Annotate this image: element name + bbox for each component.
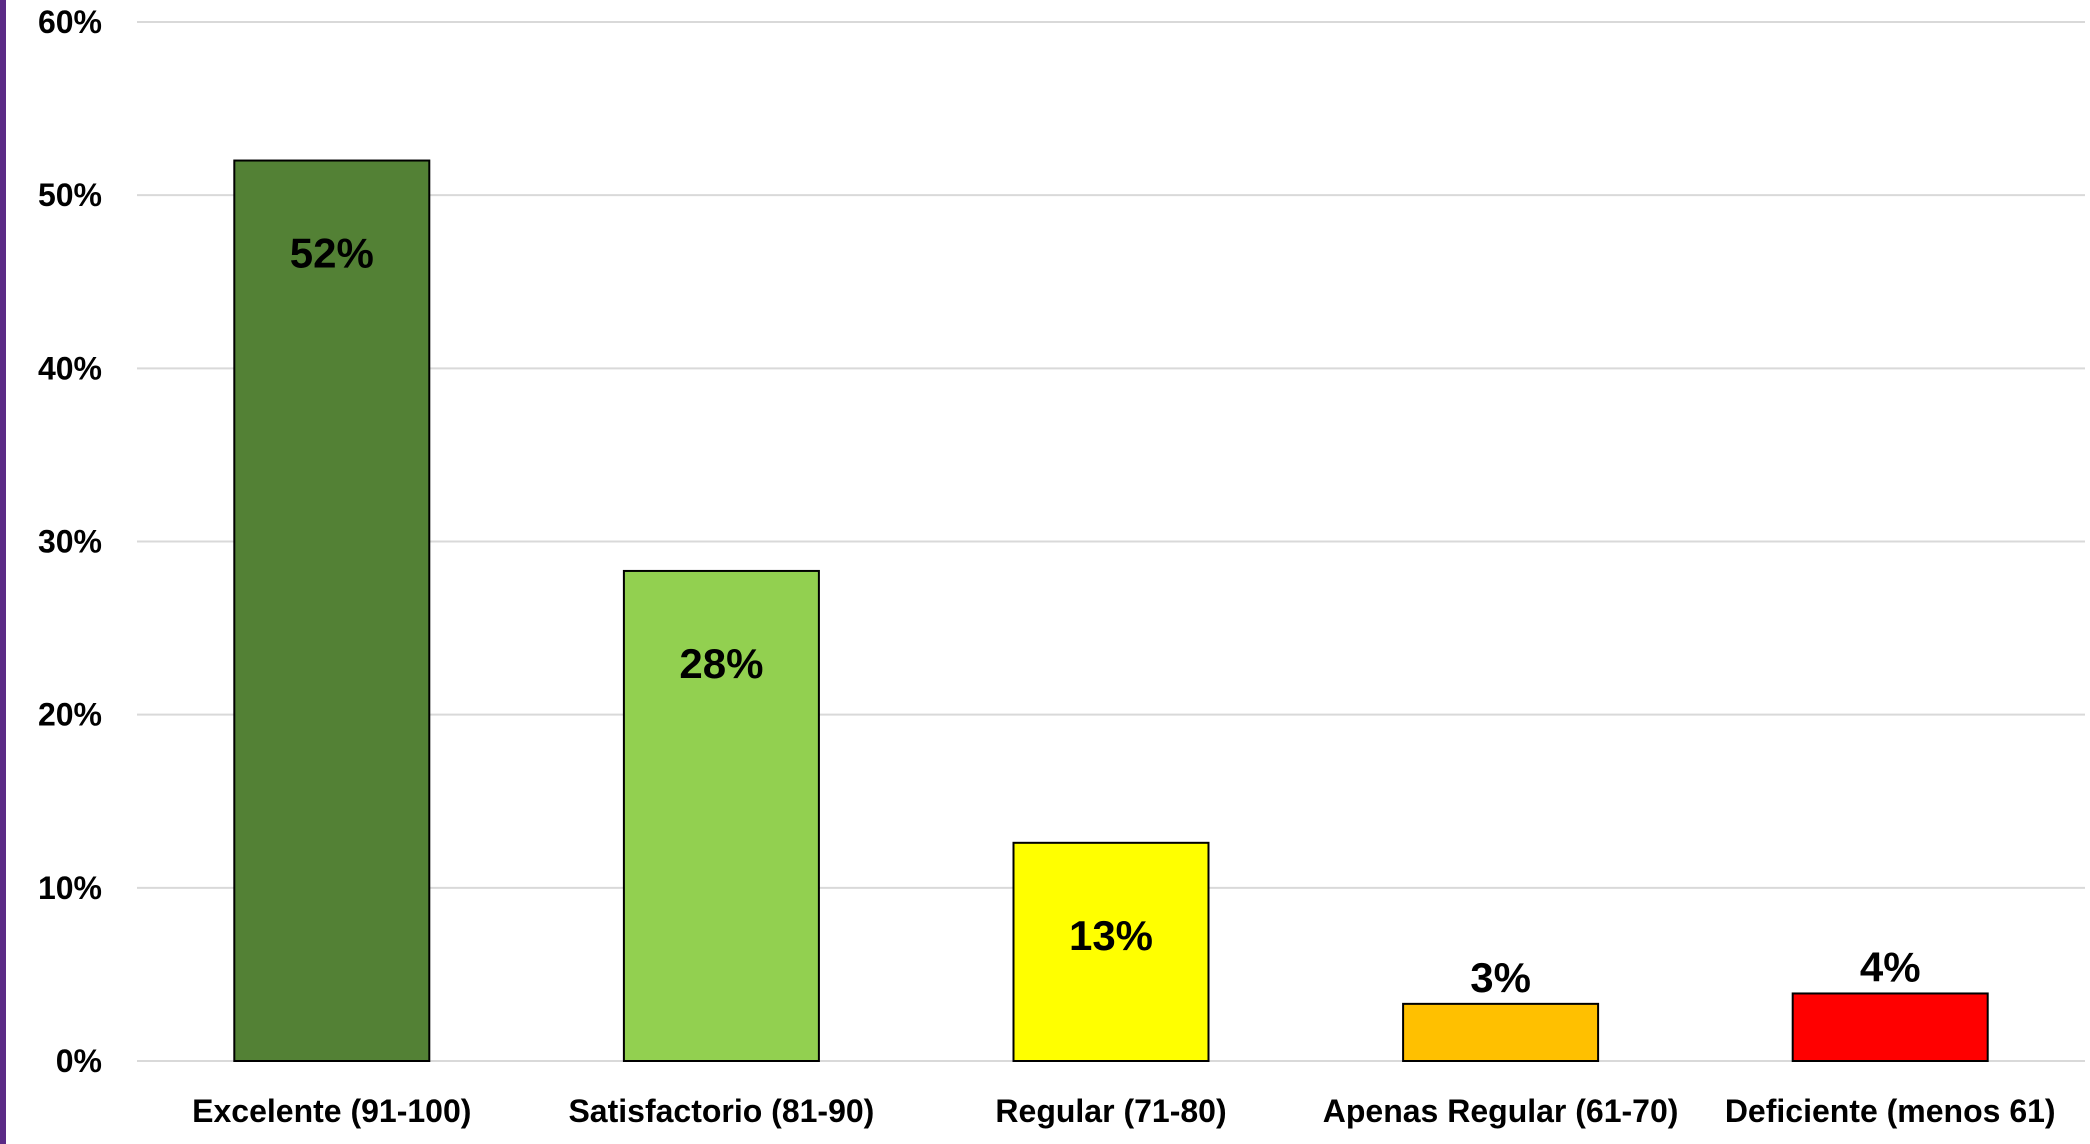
data-label-5: 4% (1860, 943, 1921, 990)
gridlines (137, 21, 2085, 1062)
category-label-1: Excelente (91-100) (192, 1093, 471, 1129)
bar-1 (233, 159, 431, 1063)
y-tick-label: 40% (38, 350, 102, 386)
data-label-3: 13% (1069, 912, 1153, 959)
category-label-5: Deficiente (menos 61) (1725, 1093, 2056, 1129)
category-label-4: Apenas Regular (61-70) (1323, 1093, 1679, 1129)
slide-edge-accent (0, 0, 6, 1144)
bar-4 (1402, 1002, 1600, 1062)
y-tick-label: 0% (56, 1043, 102, 1079)
data-label-2: 28% (679, 640, 763, 687)
category-label-3: Regular (71-80) (995, 1093, 1226, 1129)
y-axis-tick-labels: 0% 10% 20% 30% 40% 50% 60% (38, 4, 102, 1079)
bars (233, 159, 1989, 1063)
y-tick-label: 30% (38, 524, 102, 560)
category-label-2: Satisfactorio (81-90) (568, 1093, 874, 1129)
y-tick-label: 20% (38, 697, 102, 733)
data-label-4: 3% (1470, 954, 1531, 1001)
data-label-1: 52% (290, 230, 374, 277)
bar-3 (1012, 841, 1210, 1062)
y-tick-label: 50% (38, 177, 102, 213)
data-labels: 52% 28% 13% 3% 4% (290, 230, 1921, 1001)
bar-2 (622, 569, 820, 1063)
y-tick-label: 10% (38, 870, 102, 906)
y-tick-label: 60% (38, 4, 102, 40)
x-axis-category-labels: Excelente (91-100) Satisfactorio (81-90) R… (192, 1093, 2055, 1129)
bar-5 (1791, 992, 1989, 1063)
